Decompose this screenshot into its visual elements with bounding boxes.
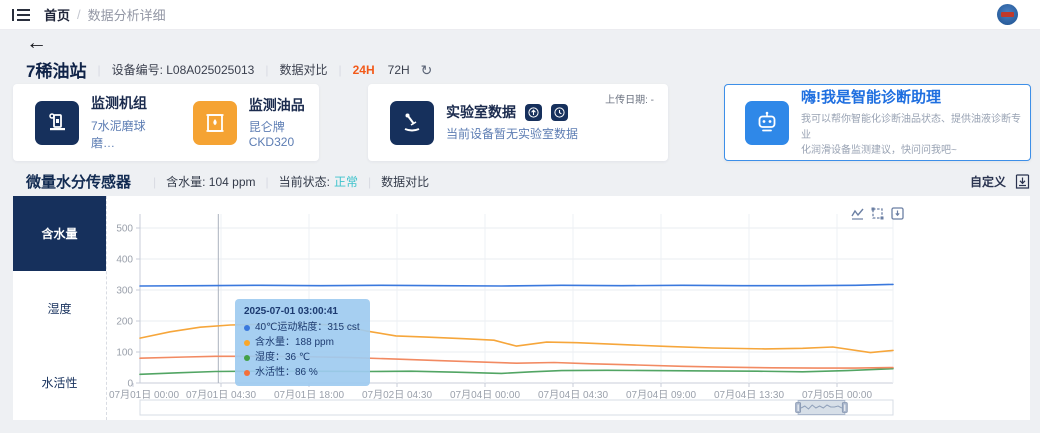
metric-tabs: 含水量 湿度 水活性 <box>13 196 107 421</box>
sensor-section-header: 微量水分传感器 | 含水量: 104 ppm | 当前状态: 正常 | 数据对比… <box>26 171 1030 192</box>
svg-text:0: 0 <box>127 379 133 390</box>
lab-subtitle: 当前设备暂无实验室数据 <box>446 127 579 142</box>
chart-tooltip: 2025-07-01 03:00:41 40℃运动粘度：315 cst 含水量：… <box>235 299 370 386</box>
svg-text:07月01日 00:00: 07月01日 00:00 <box>109 389 179 401</box>
toolbox-line-mode-icon[interactable] <box>851 207 864 220</box>
collapse-menu-icon[interactable] <box>12 8 30 22</box>
lab-title: 实验室数据 <box>446 103 516 120</box>
brand-logo[interactable] <box>997 4 1018 25</box>
ai-description: 我可以帮你智能化诊断油品状态、提供油液诊断专业 化润滑设备监测建议，快问问我吧~ <box>801 114 1021 157</box>
customize-button[interactable]: 自定义 <box>969 175 1006 189</box>
breadcrumb-separator: / <box>77 7 81 22</box>
svg-text:07月02日 04:30: 07月02日 04:30 <box>362 389 432 401</box>
tooltip-row-humidity: 湿度：36 ℃ <box>244 350 360 365</box>
device-info-row: 7稀油站 | 设备编号: L08A025025013 | 数据对比 | 24H … <box>26 57 432 82</box>
chart-toolbox <box>851 207 904 220</box>
water-content-value: 含水量: 104 ppm <box>166 175 256 189</box>
series-dot <box>244 369 250 376</box>
sensor-title: 微量水分传感器 <box>26 174 132 191</box>
tab-water-activity[interactable]: 水活性 <box>13 345 106 421</box>
monitor-card: 监测机组 7水泥磨球磨… 监测油品 昆仑牌CKD320 <box>13 84 319 161</box>
svg-text:07月05日 00:00: 07月05日 00:00 <box>802 389 872 401</box>
svg-text:200: 200 <box>116 317 133 328</box>
divider: | <box>338 62 342 77</box>
tooltip-row-activity: 水活性：86 % <box>244 365 360 380</box>
refresh-icon[interactable]: ↻ <box>420 61 433 78</box>
divider: | <box>97 62 101 77</box>
microscope-icon <box>390 100 434 145</box>
range-24h-button[interactable]: 24H <box>352 62 375 77</box>
breadcrumb-home[interactable]: 首页 <box>44 8 71 23</box>
robot-icon <box>745 100 789 145</box>
tooltip-row-viscosity: 40℃运动粘度：315 cst <box>244 320 360 335</box>
machine-icon <box>35 100 79 145</box>
breadcrumb-current: 数据分析详细 <box>87 8 166 23</box>
upload-icon[interactable] <box>525 103 542 121</box>
data-compare-link[interactable]: 数据对比 <box>279 63 328 77</box>
line-chart[interactable]: 0 100 200 300 400 500 07月01日 00:00 07月01日 04:30… <box>107 196 1030 420</box>
svg-text:07月04日 09:00: 07月04日 09:00 <box>626 389 696 401</box>
export-download-icon[interactable] <box>1015 174 1030 189</box>
brand-logo-mark <box>1001 12 1014 17</box>
series-dot <box>244 324 250 331</box>
series-dot <box>244 339 250 346</box>
sensor-data-compare-link[interactable]: 数据对比 <box>381 175 430 189</box>
status-label: 当前状态: <box>278 175 330 189</box>
back-button[interactable]: ← <box>26 31 47 54</box>
svg-text:07月04日 04:30: 07月04日 04:30 <box>538 389 608 401</box>
svg-text:07月04日 00:00: 07月04日 00:00 <box>450 389 520 401</box>
top-navbar: 首页 / 数据分析详细 <box>0 0 1040 30</box>
monitor-oil-title: 监测油品 <box>248 96 305 113</box>
divider: | <box>368 174 372 189</box>
divider: | <box>153 174 157 189</box>
monitor-unit-subtitle: 7水泥磨球磨… <box>91 118 146 150</box>
svg-text:07月01日 18:00: 07月01日 18:00 <box>274 389 344 401</box>
divider: | <box>265 174 269 189</box>
status-badge: 正常 <box>333 175 358 189</box>
monitor-oil-subtitle: 昆仑牌CKD320 <box>248 120 295 150</box>
svg-text:100: 100 <box>116 348 133 359</box>
toolbox-save-image-icon[interactable] <box>891 207 904 220</box>
ai-assistant-card[interactable]: 嗨!我是智能诊断助理 我可以帮你智能化诊断油品状态、提供油液诊断专业 化润滑设备… <box>724 84 1031 161</box>
range-72h-button[interactable]: 72H <box>387 62 410 77</box>
svg-text:07月04日 13:30: 07月04日 13:30 <box>714 389 784 401</box>
toolbox-zoom-select-icon[interactable] <box>871 207 884 220</box>
tooltip-row-water: 含水量：188 ppm <box>244 335 360 350</box>
monitor-oil-item[interactable]: 监测油品 昆仑牌CKD320 <box>192 96 319 150</box>
history-clock-icon[interactable] <box>551 103 568 121</box>
upload-date-label: 上传日期: - <box>605 95 654 106</box>
sensor-chart-card: 含水量 湿度 水活性 0 100 200 300 400 500 07月01日 00:00 0… <box>13 196 1030 421</box>
summary-cards-row: 监测机组 7水泥磨球磨… 监测油品 昆仑牌CKD320 <box>13 84 1031 161</box>
divider: | <box>265 62 269 77</box>
svg-text:500: 500 <box>116 224 133 235</box>
ai-title: 嗨!我是智能诊断助理 <box>801 89 941 107</box>
chart-region: 0 100 200 300 400 500 07月01日 00:00 07月01日 04:30… <box>107 196 1030 420</box>
series-dot <box>244 354 250 361</box>
monitor-unit-title: 监测机组 <box>91 95 147 112</box>
svg-text:07月01日 04:30: 07月01日 04:30 <box>186 389 256 401</box>
device-name: 7稀油站 <box>26 62 87 81</box>
lab-data-card: 实验室数据 当前设备暂无实验室数据 <box>368 84 668 161</box>
tab-water-content[interactable]: 含水量 <box>13 196 106 271</box>
tooltip-timestamp: 2025-07-01 03:00:41 <box>244 306 338 317</box>
device-code: 设备编号: L08A025025013 <box>111 63 255 77</box>
monitor-unit-item[interactable]: 监测机组 7水泥磨球磨… <box>35 94 159 150</box>
svg-text:400: 400 <box>116 255 133 266</box>
oil-drum-icon <box>192 100 237 145</box>
svg-text:300: 300 <box>116 286 133 297</box>
tab-humidity[interactable]: 湿度 <box>13 270 106 346</box>
